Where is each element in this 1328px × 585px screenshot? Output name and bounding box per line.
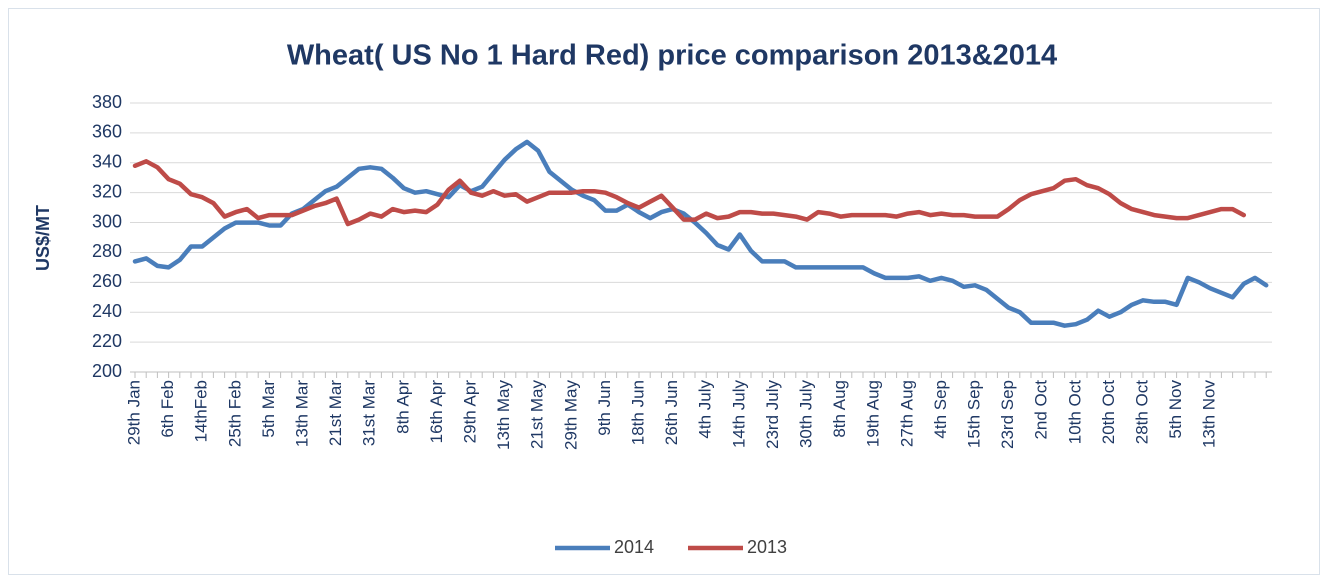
chart-title: Wheat( US No 1 Hard Red) price compariso… [287, 40, 1057, 72]
y-tick-label: 360 [92, 122, 122, 142]
x-tick-label: 30th July [796, 380, 815, 449]
x-tick-label: 21st May [528, 380, 547, 449]
x-tick-label: 13th Mar [292, 380, 311, 447]
x-tick-label: 26th Jun [662, 380, 681, 445]
data-line [132, 139, 1269, 328]
legend-label: 2014 [614, 537, 654, 557]
x-tick-label: 18th Jun [628, 380, 647, 445]
x-tick-label: 4th Sep [931, 380, 950, 439]
x-tick-label: 29th Jan [124, 380, 143, 445]
y-tick-label: 380 [92, 92, 122, 112]
chart-frame [8, 8, 1320, 575]
x-tick-label: 27th Aug [897, 380, 916, 447]
legend-label: 2013 [747, 537, 787, 557]
x-tick-label: 10th Oct [1065, 380, 1084, 445]
y-tick-label: 280 [92, 241, 122, 261]
x-tick-label: 13th Nov [1200, 380, 1219, 449]
x-tick-label: 8th Apr [393, 380, 412, 434]
x-tick-label: 8th Aug [830, 380, 849, 438]
x-tick-label: 20th Oct [1099, 380, 1118, 445]
y-tick-label: 240 [92, 301, 122, 321]
x-tick-label: 29th Apr [460, 380, 479, 444]
x-tick-label: 14thFeb [192, 380, 211, 442]
x-tick-label: 28th Oct [1132, 380, 1151, 445]
x-tick-label: 31st Mar [360, 380, 379, 446]
x-tick-label: 2nd Oct [1032, 380, 1051, 440]
x-tick-label: 6th Feb [158, 380, 177, 438]
x-tick-label: 23rd Sep [998, 380, 1017, 449]
x-tick-label: 9th Jun [595, 380, 614, 436]
x-tick-label: 19th Aug [864, 380, 883, 447]
x-tick-label: 29th May [561, 380, 580, 450]
y-tick-label: 300 [92, 211, 122, 231]
y-tick-label: 340 [92, 152, 122, 172]
x-tick-label: 13th May [494, 380, 513, 450]
y-tick-label: 220 [92, 331, 122, 351]
x-tick-label: 21st Mar [326, 380, 345, 446]
y-tick-label: 260 [92, 271, 122, 291]
x-tick-label: 25th Feb [225, 380, 244, 447]
x-tick-label: 23rd July [763, 380, 782, 449]
data-line [132, 159, 1247, 227]
y-axis-title: US$/MT [33, 205, 53, 271]
x-tick-label: 5th Mar [259, 380, 278, 438]
x-tick-label: 16th Apr [427, 380, 446, 444]
x-tick-label: 5th Nov [1166, 380, 1185, 439]
x-tick-label: 14th July [729, 380, 748, 449]
x-tick-label: 15th Sep [964, 380, 983, 448]
y-tick-label: 200 [92, 361, 122, 381]
x-tick-label: 4th July [696, 380, 715, 439]
y-tick-label: 320 [92, 181, 122, 201]
